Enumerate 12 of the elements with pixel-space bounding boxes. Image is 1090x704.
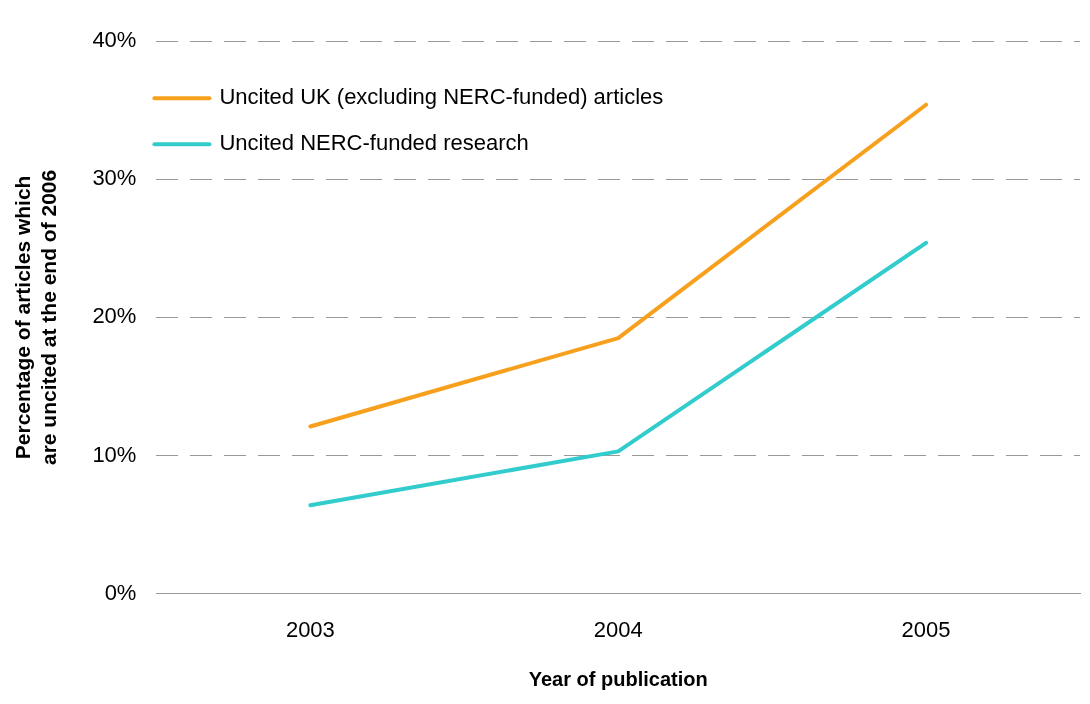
y-tick-label: 30% bbox=[92, 165, 137, 191]
y-tick-label: 0% bbox=[104, 579, 137, 605]
x-tick-label: 2005 bbox=[901, 616, 951, 642]
x-tick-label: 2003 bbox=[285, 616, 335, 642]
legend-label: Uncited UK (excluding NERC-funded) articles bbox=[219, 84, 664, 110]
y-tick-label: 10% bbox=[92, 441, 137, 467]
x-tick-label: 2004 bbox=[593, 616, 643, 642]
y-tick-label: 40% bbox=[92, 27, 137, 53]
legend-label: Uncited NERC-funded research bbox=[219, 130, 529, 156]
y-tick-label: 20% bbox=[92, 303, 137, 329]
y-axis-title: Percentage of articles which are uncited at the end of 2006 bbox=[11, 169, 60, 466]
x-axis-title: Year of publication bbox=[528, 667, 708, 690]
